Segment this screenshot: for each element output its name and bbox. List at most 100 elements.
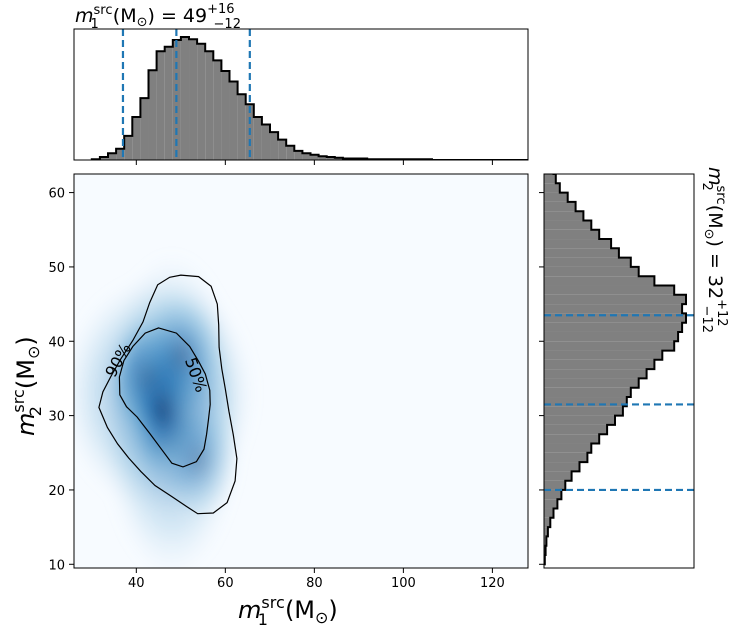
right-y-ticks — [539, 192, 544, 565]
right-hist-outline — [544, 174, 687, 566]
top-hist-bar — [229, 81, 238, 160]
density-heatmap — [74, 252, 257, 568]
right-hist-bar — [544, 480, 566, 490]
y-label-unit: (M — [12, 359, 40, 389]
top-hist-bar — [140, 98, 149, 160]
joint-y-ticks: 10 20 30 40 50 60 — [48, 187, 74, 573]
right-hist-bar — [544, 434, 600, 444]
top-hist-bar — [99, 156, 109, 160]
top-hist-bar — [124, 135, 133, 160]
top-hist-bar — [302, 153, 311, 160]
top-hist-bar — [221, 70, 230, 160]
x-tick-label: 100 — [391, 576, 416, 591]
right-title-unit-sub: ⊙ — [701, 229, 716, 240]
right-hist-bar — [544, 285, 675, 295]
right-hist-bar — [544, 192, 568, 202]
right-hist-bar — [544, 146, 548, 155]
right-hist-bar — [544, 304, 683, 314]
right-hist-bar — [544, 155, 550, 164]
top-hist-bar — [205, 51, 214, 160]
top-title-unit-sub: ⊙ — [137, 15, 148, 30]
right-hist-bar — [544, 499, 558, 509]
right-hist-bar — [544, 443, 592, 453]
right-hist-bar — [544, 137, 547, 146]
right-hist-bar — [544, 387, 631, 398]
right-marginal-frame — [543, 173, 695, 569]
right-hist-bar — [544, 248, 619, 258]
right-hist-bar — [544, 276, 655, 286]
right-hist-bar — [544, 517, 551, 528]
top-title-symbol: m — [75, 5, 94, 27]
right-hist-bar — [544, 109, 545, 118]
y-label-sub: 2 — [26, 406, 45, 416]
density-blob — [136, 289, 226, 424]
top-hist-bar — [270, 132, 279, 160]
contour-90-line — [98, 274, 238, 515]
top-hist-bar — [286, 145, 295, 160]
top-hist-bar — [294, 150, 303, 160]
top-hist-bar — [197, 43, 206, 160]
top-hist-bar — [326, 156, 335, 160]
top-hist-bar — [253, 116, 262, 160]
right-hist-bar — [544, 341, 675, 351]
y-tick-label: 20 — [48, 484, 65, 499]
right-hist-bar — [544, 266, 639, 277]
top-x-ticks — [135, 160, 493, 165]
top-hist-bar — [213, 60, 222, 160]
right-hist-bar — [544, 220, 592, 230]
top-title-minus: −12 — [214, 17, 241, 32]
x-label-unit: (M — [285, 596, 315, 624]
top-hist-bar — [278, 139, 287, 160]
density-blob — [158, 400, 239, 520]
top-hist-bar — [261, 124, 271, 160]
right-hist-bar — [544, 257, 631, 267]
joint-frame — [73, 173, 529, 569]
right-title-symbol: m — [704, 167, 726, 186]
right-title-plus: +12 — [714, 299, 729, 326]
right-hist-bar — [544, 489, 562, 500]
right-hist-bar — [544, 415, 615, 425]
right-hist-bar — [544, 536, 547, 546]
right-title-sub: 2 — [699, 183, 714, 191]
top-title-plus: +16 — [207, 2, 234, 17]
right-hist-bar — [544, 183, 560, 193]
top-title-sub: 1 — [91, 17, 99, 32]
top-hist-bar — [237, 94, 246, 160]
x-axis-label: msrc 1 (M⊙) — [238, 593, 338, 629]
y-tick-label: 40 — [48, 335, 65, 350]
y-tick-label: 10 — [48, 558, 65, 573]
y-tick-label: 50 — [48, 261, 65, 276]
right-hist-bar — [544, 397, 627, 407]
top-hist-bar — [310, 154, 319, 160]
x-tick-label: 60 — [217, 576, 234, 591]
top-hist-bar — [164, 46, 173, 160]
right-hist-bar — [544, 331, 679, 342]
right-hist-bar — [544, 128, 546, 137]
right-hist-bar — [544, 118, 546, 127]
right-hist-bar — [544, 100, 545, 109]
right-hist-bar — [544, 527, 548, 537]
right-title-sup: src — [713, 186, 728, 205]
y-label-symbol: m — [12, 413, 40, 436]
right-hist-bar — [544, 462, 580, 472]
top-hist-bar — [148, 70, 157, 160]
top-hist-bar — [132, 116, 141, 160]
top-hist-bar — [334, 157, 343, 160]
density-blobs — [74, 252, 257, 568]
y-axis-label: msrc2 (M⊙) — [9, 336, 45, 436]
contour-50-line — [118, 327, 211, 468]
right-hist-bar — [544, 322, 683, 332]
right-title-unit: (M — [704, 205, 726, 229]
top-hist-bar — [156, 51, 165, 160]
y-label-sup: src — [9, 389, 28, 412]
right-hist-bar — [544, 406, 623, 416]
right-hist-bar — [544, 211, 584, 221]
top-hist-bar — [318, 156, 327, 160]
right-hist-bar — [544, 508, 554, 518]
right-hist-bar — [544, 471, 572, 481]
right-hist-bar — [544, 294, 686, 305]
right-hist-bar — [544, 452, 588, 463]
x-label-close: ) — [328, 596, 337, 624]
x-tick-label: 40 — [128, 576, 145, 591]
